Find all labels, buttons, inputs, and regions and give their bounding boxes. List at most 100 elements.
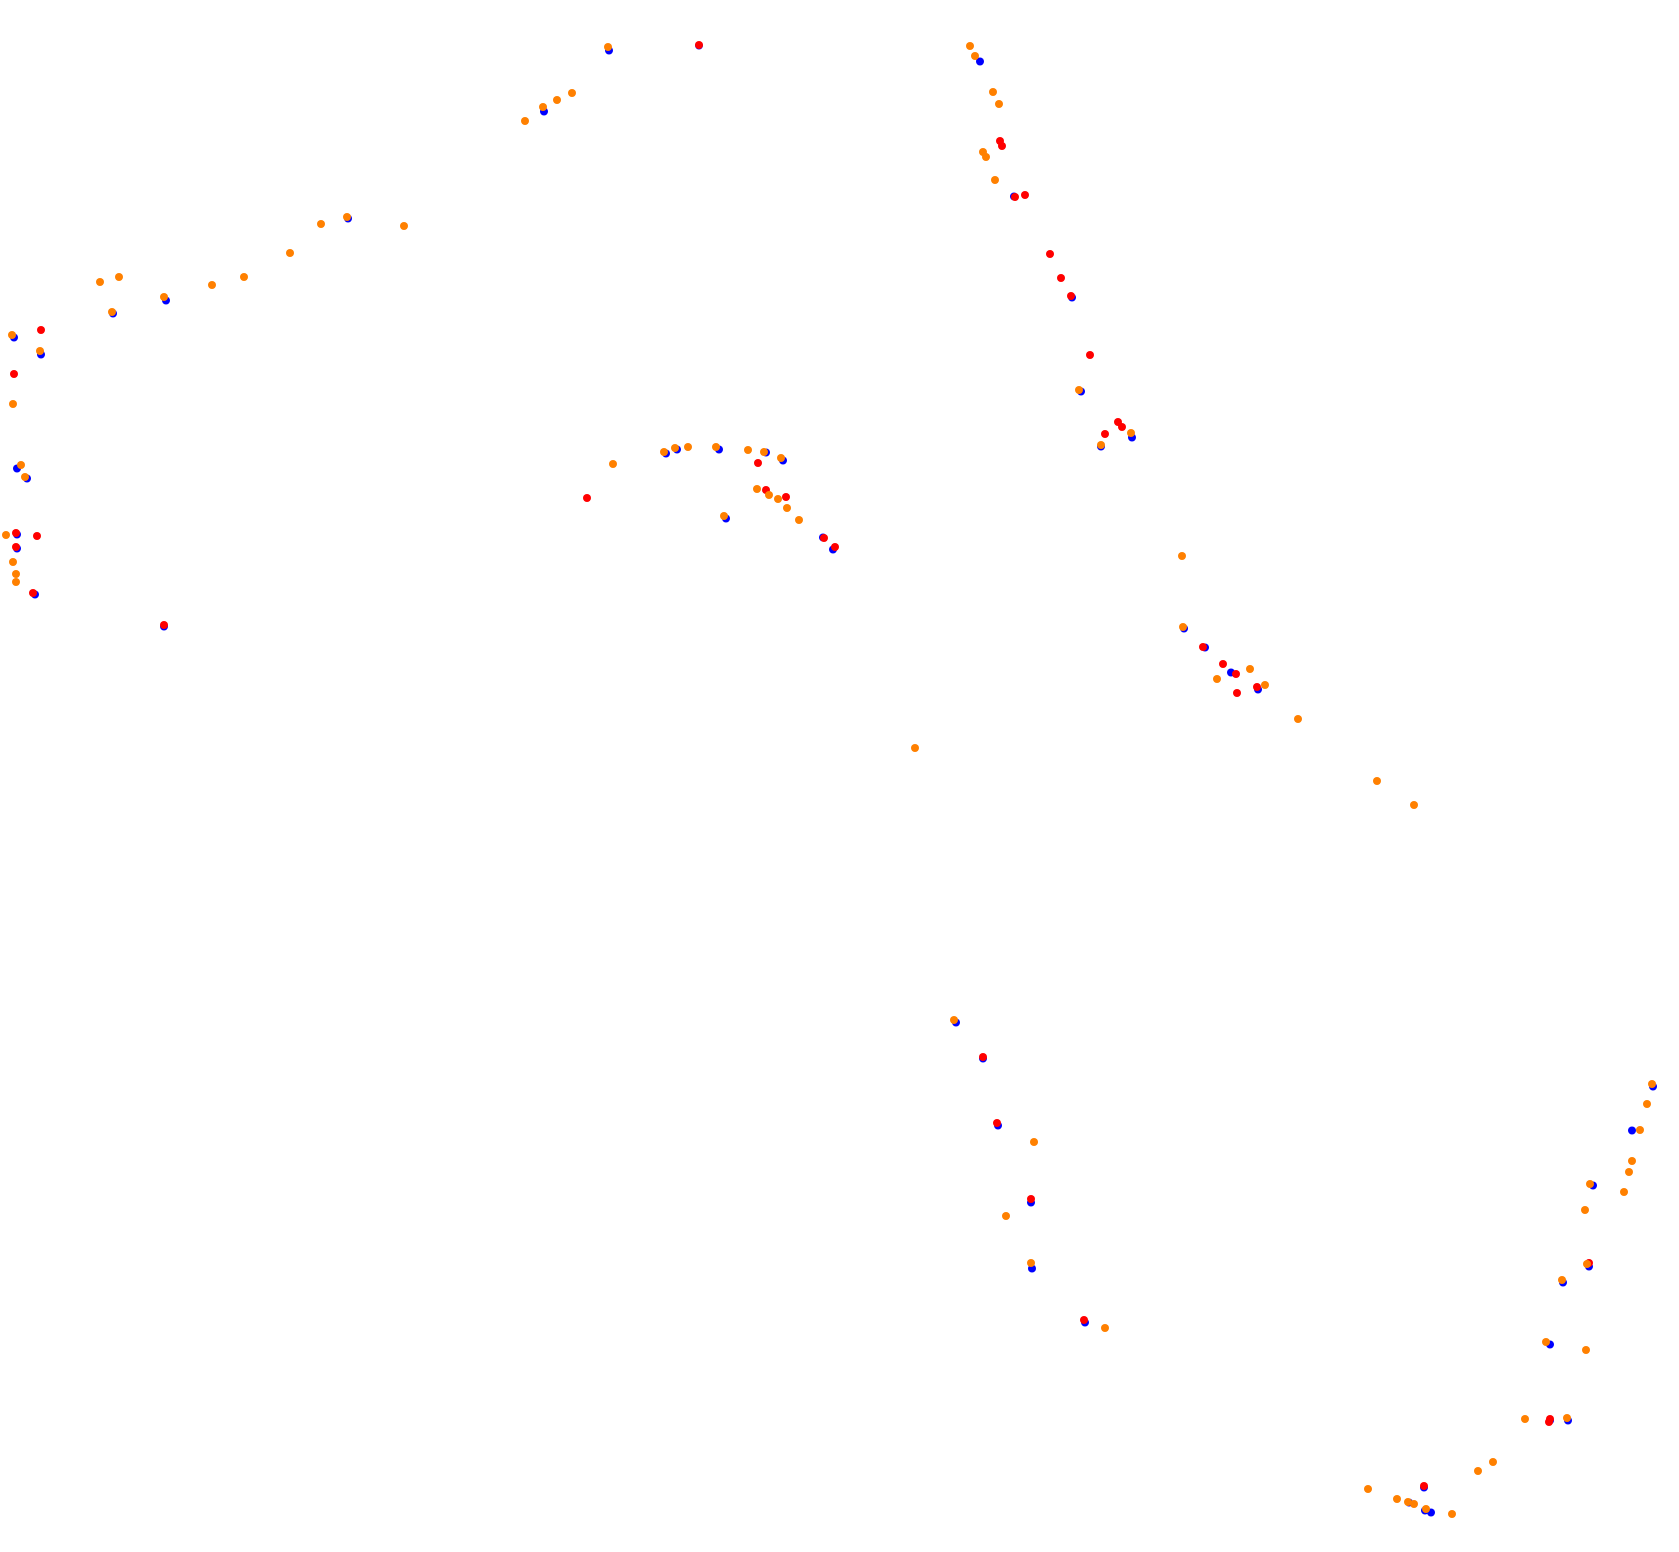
data-point-orange	[568, 89, 576, 97]
data-point-orange	[286, 249, 294, 257]
data-point-orange	[1393, 1495, 1401, 1503]
data-point-orange	[971, 52, 979, 60]
data-point-orange	[1422, 1505, 1430, 1513]
data-point-orange	[96, 278, 104, 286]
data-point-orange	[1558, 1276, 1566, 1284]
data-point-orange	[760, 448, 768, 456]
data-point-orange	[1625, 1168, 1633, 1176]
data-point-orange	[795, 516, 803, 524]
data-point-orange	[1410, 801, 1418, 809]
data-point-orange	[343, 213, 351, 221]
data-point-red	[1067, 292, 1075, 300]
data-point-red	[583, 494, 591, 502]
data-point-orange	[991, 176, 999, 184]
data-point-orange	[1179, 623, 1187, 631]
data-point-orange	[660, 448, 668, 456]
data-point-orange	[1643, 1100, 1651, 1108]
data-point-orange	[21, 473, 29, 481]
data-point-red	[979, 1053, 987, 1061]
data-point-red	[998, 142, 1006, 150]
data-point-red	[1046, 250, 1054, 258]
data-point-orange	[966, 42, 974, 50]
data-point-orange	[1178, 552, 1186, 560]
data-point-red	[12, 543, 20, 551]
data-point-orange	[1027, 1259, 1035, 1267]
data-point-red	[820, 534, 828, 542]
series-blue	[10, 41, 1657, 1517]
data-point-orange	[1474, 1467, 1482, 1475]
data-point-orange	[604, 43, 612, 51]
data-point-orange	[12, 578, 20, 586]
data-point-orange	[1648, 1080, 1656, 1088]
data-point-orange	[1002, 1212, 1010, 1220]
data-point-red	[782, 493, 790, 501]
data-point-red	[33, 532, 41, 540]
data-point-orange	[160, 293, 168, 301]
data-point-orange	[777, 454, 785, 462]
data-point-orange	[774, 495, 782, 503]
data-point-orange	[1364, 1485, 1372, 1493]
data-point-red	[1021, 191, 1029, 199]
data-point-orange	[1563, 1414, 1571, 1422]
data-point-orange	[753, 485, 761, 493]
data-point-orange	[1261, 681, 1269, 689]
data-point-red	[12, 529, 20, 537]
data-point-orange	[744, 446, 752, 454]
data-point-orange	[36, 347, 44, 355]
data-point-orange	[1628, 1157, 1636, 1165]
data-point-orange	[115, 273, 123, 281]
data-point-orange	[1583, 1260, 1591, 1268]
data-point-orange	[9, 400, 17, 408]
data-point-red	[160, 621, 168, 629]
data-point-orange	[1582, 1346, 1590, 1354]
data-point-orange	[208, 281, 216, 289]
data-point-red	[1011, 193, 1019, 201]
data-point-red	[1057, 274, 1065, 282]
data-point-orange	[1101, 1324, 1109, 1332]
data-point-orange	[1097, 441, 1105, 449]
data-point-red	[1199, 643, 1207, 651]
data-point-orange	[317, 220, 325, 228]
data-point-orange	[1542, 1338, 1550, 1346]
data-point-orange	[671, 444, 679, 452]
data-point-orange	[989, 88, 997, 96]
data-point-orange	[684, 443, 692, 451]
data-point-orange	[1448, 1510, 1456, 1518]
data-point-orange	[1246, 665, 1254, 673]
data-point-orange	[950, 1016, 958, 1024]
data-point-orange	[720, 512, 728, 520]
data-point-red	[37, 326, 45, 334]
data-point-red	[1232, 670, 1240, 678]
data-point-orange	[1620, 1188, 1628, 1196]
data-point-orange	[783, 504, 791, 512]
series-orange	[2, 42, 1656, 1518]
data-point-red	[1080, 1316, 1088, 1324]
data-point-red	[831, 543, 839, 551]
data-point-orange	[609, 460, 617, 468]
data-point-orange	[1581, 1206, 1589, 1214]
data-point-red	[1118, 423, 1126, 431]
data-point-red	[1253, 683, 1261, 691]
data-point-orange	[1373, 777, 1381, 785]
data-point-red	[1420, 1482, 1428, 1490]
data-point-orange	[765, 491, 773, 499]
data-point-red	[1233, 689, 1241, 697]
data-point-red	[993, 1119, 1001, 1127]
data-point-blue	[976, 57, 984, 66]
data-point-orange	[17, 461, 25, 469]
data-point-red	[1086, 351, 1094, 359]
data-point-red	[754, 459, 762, 467]
data-point-orange	[1586, 1180, 1594, 1188]
data-point-red	[1219, 660, 1227, 668]
data-point-red	[29, 589, 37, 597]
data-point-orange	[400, 222, 408, 230]
data-point-orange	[240, 273, 248, 281]
data-point-orange	[1127, 429, 1135, 437]
data-point-red	[10, 370, 18, 378]
data-point-orange	[982, 153, 990, 161]
data-point-orange	[521, 117, 529, 125]
series-red	[10, 41, 1593, 1490]
data-point-red	[695, 41, 703, 49]
data-point-orange	[1521, 1415, 1529, 1423]
